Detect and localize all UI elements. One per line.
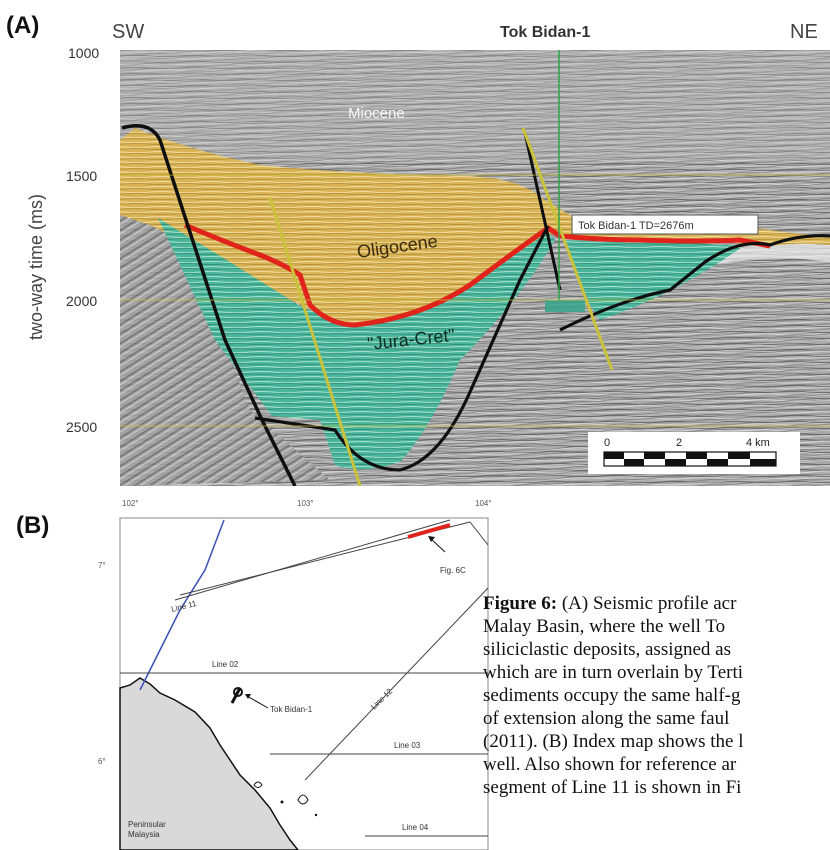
caption-line-9: segment of Line 11 is shown in Fi bbox=[483, 777, 742, 798]
caption-line-2: Malay Basin, where the well To bbox=[483, 616, 726, 637]
y-tick-1000: 1000 bbox=[68, 45, 99, 61]
lon-tick-103: 103° bbox=[297, 499, 314, 508]
well-td-box bbox=[571, 214, 759, 235]
caption-line-1: (A) Seismic profile acr bbox=[557, 593, 737, 614]
line-12 bbox=[304, 587, 489, 781]
scale-tick-0: 0 bbox=[604, 437, 610, 449]
label-line-02: Line 02 bbox=[212, 660, 239, 669]
caption-line-6: of extension along the same faul bbox=[483, 708, 730, 729]
scale-bar bbox=[603, 451, 777, 467]
line-11 bbox=[174, 519, 451, 601]
caption-line-5: sediments occupy the same half-g bbox=[483, 685, 741, 706]
well-header-label: Tok Bidan-1 bbox=[500, 24, 590, 41]
lat-tick-7: 7° bbox=[98, 561, 106, 570]
caption-line-4: which are in turn overlain by Terti bbox=[483, 662, 744, 683]
direction-ne: NE bbox=[790, 21, 818, 43]
caption-line-7: (2011). (B) Index map shows the l bbox=[483, 731, 744, 752]
label-fig-6c: Fig. 6C bbox=[440, 566, 466, 575]
y-tick-1500: 1500 bbox=[66, 168, 97, 184]
lat-tick-6: 6° bbox=[98, 757, 106, 766]
y-axis-title: two-way time (ms) bbox=[26, 194, 46, 340]
label-line-04: Line 04 bbox=[402, 823, 429, 832]
caption-line-8: well. Also shown for reference ar bbox=[483, 754, 737, 775]
caption-figure-label: Figure 6: bbox=[483, 593, 558, 614]
fault-yellow-2 bbox=[521, 127, 614, 371]
direction-sw: SW bbox=[112, 21, 144, 43]
peninsular-malaysia-land bbox=[119, 677, 299, 850]
lon-tick-104: 104° bbox=[475, 499, 492, 508]
label-tok-bidan: Tok Bidan-1 bbox=[270, 705, 313, 714]
index-map: 102° 103° 104° 7° 6° Line 11 Line 02 Lin… bbox=[98, 499, 492, 850]
label-peninsular-malaysia: Peninsular Malaysia bbox=[128, 820, 166, 839]
panel-label-b: (B) bbox=[16, 512, 50, 539]
y-tick-2000: 2000 bbox=[66, 293, 97, 309]
label-line-03: Line 03 bbox=[394, 741, 421, 750]
panel-label-a: (A) bbox=[6, 12, 40, 39]
lon-tick-102: 102° bbox=[122, 499, 139, 508]
figure-caption: Figure 6: (A) Seismic profile acr Malay … bbox=[483, 592, 830, 799]
fig-6c-segment bbox=[407, 523, 451, 539]
scale-tick-4: 4 km bbox=[746, 437, 770, 449]
unit-label-miocene: Miocene bbox=[348, 105, 405, 122]
oligocene-unit bbox=[120, 128, 830, 326]
fault-yellow-1 bbox=[268, 197, 362, 486]
seismic-profile: Tok Bidan-1 TD=2676m Miocene Oligocene "… bbox=[26, 21, 830, 486]
scale-tick-2: 2 bbox=[676, 437, 682, 449]
tok-bidan-well-symbol bbox=[230, 687, 243, 704]
bounding-fault-west bbox=[121, 124, 297, 486]
caption-line-3: siliciclastic deposits, assigned as bbox=[483, 639, 732, 660]
jura-cret-unit bbox=[158, 218, 555, 470]
well-td-label: Tok Bidan-1 TD=2676m bbox=[578, 220, 694, 232]
y-tick-2500: 2500 bbox=[66, 419, 97, 435]
